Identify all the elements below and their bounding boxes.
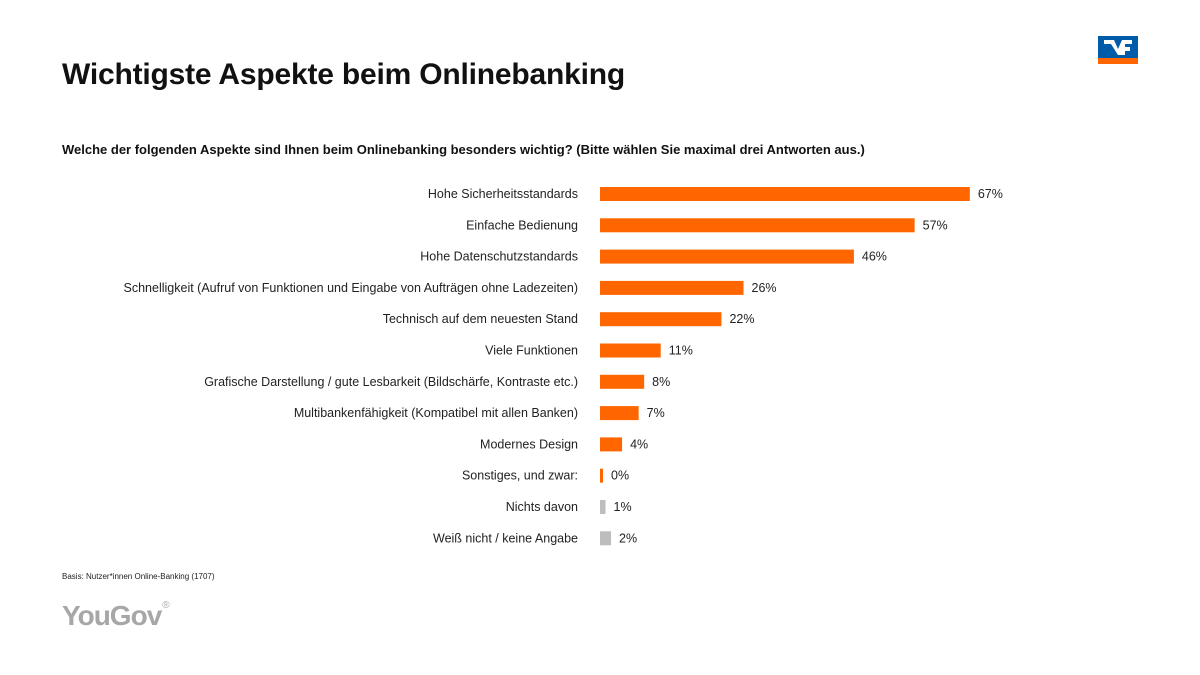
value-label: 67% [978,187,1003,201]
bar [600,312,722,327]
bar [600,500,606,514]
bar [600,249,854,264]
category-label: Nichts davon [506,500,578,514]
value-label: 11% [669,344,693,358]
value-label: 7% [647,406,665,420]
bar [600,437,623,452]
bar [600,374,645,389]
value-label: 46% [862,250,887,264]
category-label: Sonstiges, und zwar: [462,469,578,483]
bar [600,468,603,483]
registered-mark: ® [162,600,169,611]
value-label: 0% [611,469,629,483]
brand-name: YouGov [62,600,162,631]
category-label: Weiß nicht / keine Angabe [433,531,578,545]
basis-note: Basis: Nutzer*innen Online-Banking (1707… [62,572,215,581]
value-label: 26% [752,281,777,295]
volksbank-logo-icon [1098,36,1138,64]
page-title: Wichtigste Aspekte beim Onlinebanking [62,58,625,91]
category-label: Hohe Datenschutzstandards [420,250,578,264]
bar [600,531,612,546]
category-label: Technisch auf dem neuesten Stand [383,312,578,326]
value-label: 8% [652,375,670,389]
bar [600,280,744,295]
category-label: Grafische Darstellung / gute Lesbarkeit … [204,375,578,389]
value-label: 57% [923,218,948,232]
category-label: Schnelligkeit (Aufruf von Funktionen und… [124,281,578,295]
value-label: 2% [619,531,637,545]
yougov-logo: YouGov® [62,600,170,632]
value-label: 4% [630,437,648,451]
bar [600,343,661,358]
bar [600,218,915,233]
category-label: Modernes Design [480,437,578,451]
category-label: Viele Funktionen [485,344,578,358]
value-label: 1% [614,500,632,514]
category-label: Multibankenfähigkeit (Kompatibel mit all… [294,406,578,420]
category-label: Einfache Bedienung [466,218,578,232]
bar [600,187,970,201]
bar [600,406,639,421]
survey-question: Welche der folgenden Aspekte sind Ihnen … [62,142,865,157]
category-label: Hohe Sicherheitsstandards [428,187,578,201]
value-label: 22% [729,312,754,326]
